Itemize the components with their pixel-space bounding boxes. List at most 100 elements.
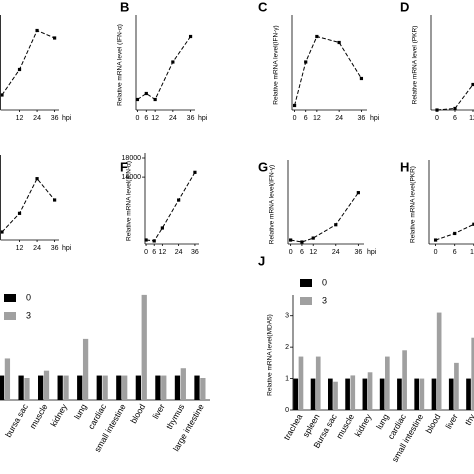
point bbox=[144, 91, 148, 96]
category-label: liver bbox=[443, 412, 460, 431]
category-label: kidney bbox=[48, 401, 69, 428]
x-tick-label: 24 bbox=[335, 115, 343, 122]
y-tick-label: 3 bbox=[285, 313, 289, 320]
bar bbox=[116, 375, 122, 400]
bar bbox=[315, 356, 321, 410]
x-tick-label: 12 bbox=[151, 115, 159, 122]
point bbox=[359, 76, 364, 81]
bar bbox=[397, 378, 402, 410]
category-label: blood bbox=[423, 412, 442, 435]
x-tick-label: 0 bbox=[135, 115, 139, 122]
legend-swatch bbox=[300, 297, 312, 305]
bar bbox=[328, 378, 333, 410]
y-axis-label: Relative mRNA level (IFN-α) bbox=[117, 24, 124, 106]
x-tick-label: 36 bbox=[358, 115, 366, 122]
x-tick-label: 12 bbox=[158, 249, 166, 256]
bar bbox=[18, 375, 24, 400]
bar bbox=[63, 375, 69, 400]
bar bbox=[161, 375, 167, 400]
point bbox=[177, 198, 181, 202]
legend-swatch bbox=[4, 312, 16, 320]
y-tick-label: 18000 bbox=[122, 155, 142, 162]
y-axis-label: Relative mRNA level(IFN-γ) bbox=[273, 25, 280, 104]
point bbox=[356, 191, 360, 195]
point bbox=[334, 223, 338, 227]
category-label: muscle bbox=[27, 402, 49, 431]
bar bbox=[350, 375, 356, 410]
x-tick-label: 12 bbox=[16, 115, 24, 122]
point bbox=[17, 211, 22, 215]
point bbox=[152, 239, 156, 243]
x-tick-label: 6 bbox=[144, 115, 148, 122]
point bbox=[453, 231, 457, 236]
x-tick-label: 24 bbox=[332, 249, 340, 256]
bar bbox=[436, 312, 442, 410]
y-tick-label: 1 bbox=[285, 375, 289, 382]
bar bbox=[0, 375, 5, 400]
panel-letter: H bbox=[400, 159, 409, 174]
bar bbox=[102, 375, 108, 400]
point bbox=[35, 28, 39, 33]
category-label: lung bbox=[374, 412, 391, 431]
line bbox=[137, 36, 191, 101]
x-tick-label: 36 bbox=[51, 245, 59, 252]
bar bbox=[333, 381, 338, 410]
point bbox=[472, 222, 474, 226]
category-label: thy bbox=[463, 411, 474, 426]
point bbox=[53, 36, 57, 40]
point bbox=[35, 177, 39, 181]
bar bbox=[77, 375, 83, 400]
legend-swatch bbox=[4, 294, 16, 302]
point bbox=[315, 34, 319, 39]
category-label: blood bbox=[128, 402, 147, 425]
point bbox=[160, 226, 164, 230]
y-tick-label: 2 bbox=[285, 344, 289, 351]
x-tick-label: 6 bbox=[152, 249, 156, 256]
x-tick-label: 24 bbox=[33, 115, 41, 122]
line bbox=[294, 35, 362, 106]
bar bbox=[174, 375, 181, 400]
x-tick-label: 6 bbox=[453, 249, 457, 256]
bar bbox=[367, 372, 373, 410]
line bbox=[1, 29, 55, 96]
point bbox=[144, 238, 148, 242]
point bbox=[304, 60, 308, 64]
x-tick-label: 0 bbox=[435, 115, 439, 122]
y-axis-label: Relative mRNA level(IFN-α) bbox=[126, 161, 133, 241]
line bbox=[1, 177, 56, 233]
x-tick-label: 24 bbox=[175, 249, 183, 256]
x-tick-label: 36 bbox=[51, 115, 59, 122]
x-tick-label: 36 bbox=[191, 249, 199, 256]
bar bbox=[24, 378, 30, 400]
x-tick-label: 12 bbox=[309, 249, 317, 256]
bar bbox=[471, 337, 474, 410]
panel-letter: F bbox=[120, 159, 128, 174]
y-axis-label: Relative mRNA level(PKR) bbox=[410, 166, 417, 243]
legend-label: 0 bbox=[322, 277, 327, 287]
line bbox=[436, 84, 474, 111]
bar bbox=[141, 294, 147, 400]
point bbox=[193, 170, 197, 174]
point bbox=[311, 236, 315, 240]
point bbox=[53, 198, 57, 202]
x-tick-label: 24 bbox=[33, 245, 41, 252]
bar bbox=[82, 338, 89, 400]
point bbox=[337, 40, 341, 45]
bar bbox=[180, 368, 186, 400]
point bbox=[292, 103, 297, 108]
bar bbox=[38, 375, 44, 400]
x-tick-label: 36 bbox=[354, 249, 362, 256]
category-label: kidney bbox=[352, 411, 373, 438]
bar bbox=[385, 356, 390, 410]
x-tick-label: 0 bbox=[144, 249, 148, 256]
x-axis-label: hpi bbox=[62, 245, 72, 252]
bar bbox=[379, 378, 385, 410]
bar bbox=[200, 378, 206, 400]
panel-letter: J bbox=[258, 253, 265, 268]
bar bbox=[96, 375, 102, 400]
line bbox=[290, 192, 359, 243]
x-tick-label: 12 bbox=[313, 115, 321, 122]
point bbox=[17, 67, 22, 72]
bar bbox=[402, 350, 407, 410]
legend-label: 3 bbox=[322, 295, 327, 305]
